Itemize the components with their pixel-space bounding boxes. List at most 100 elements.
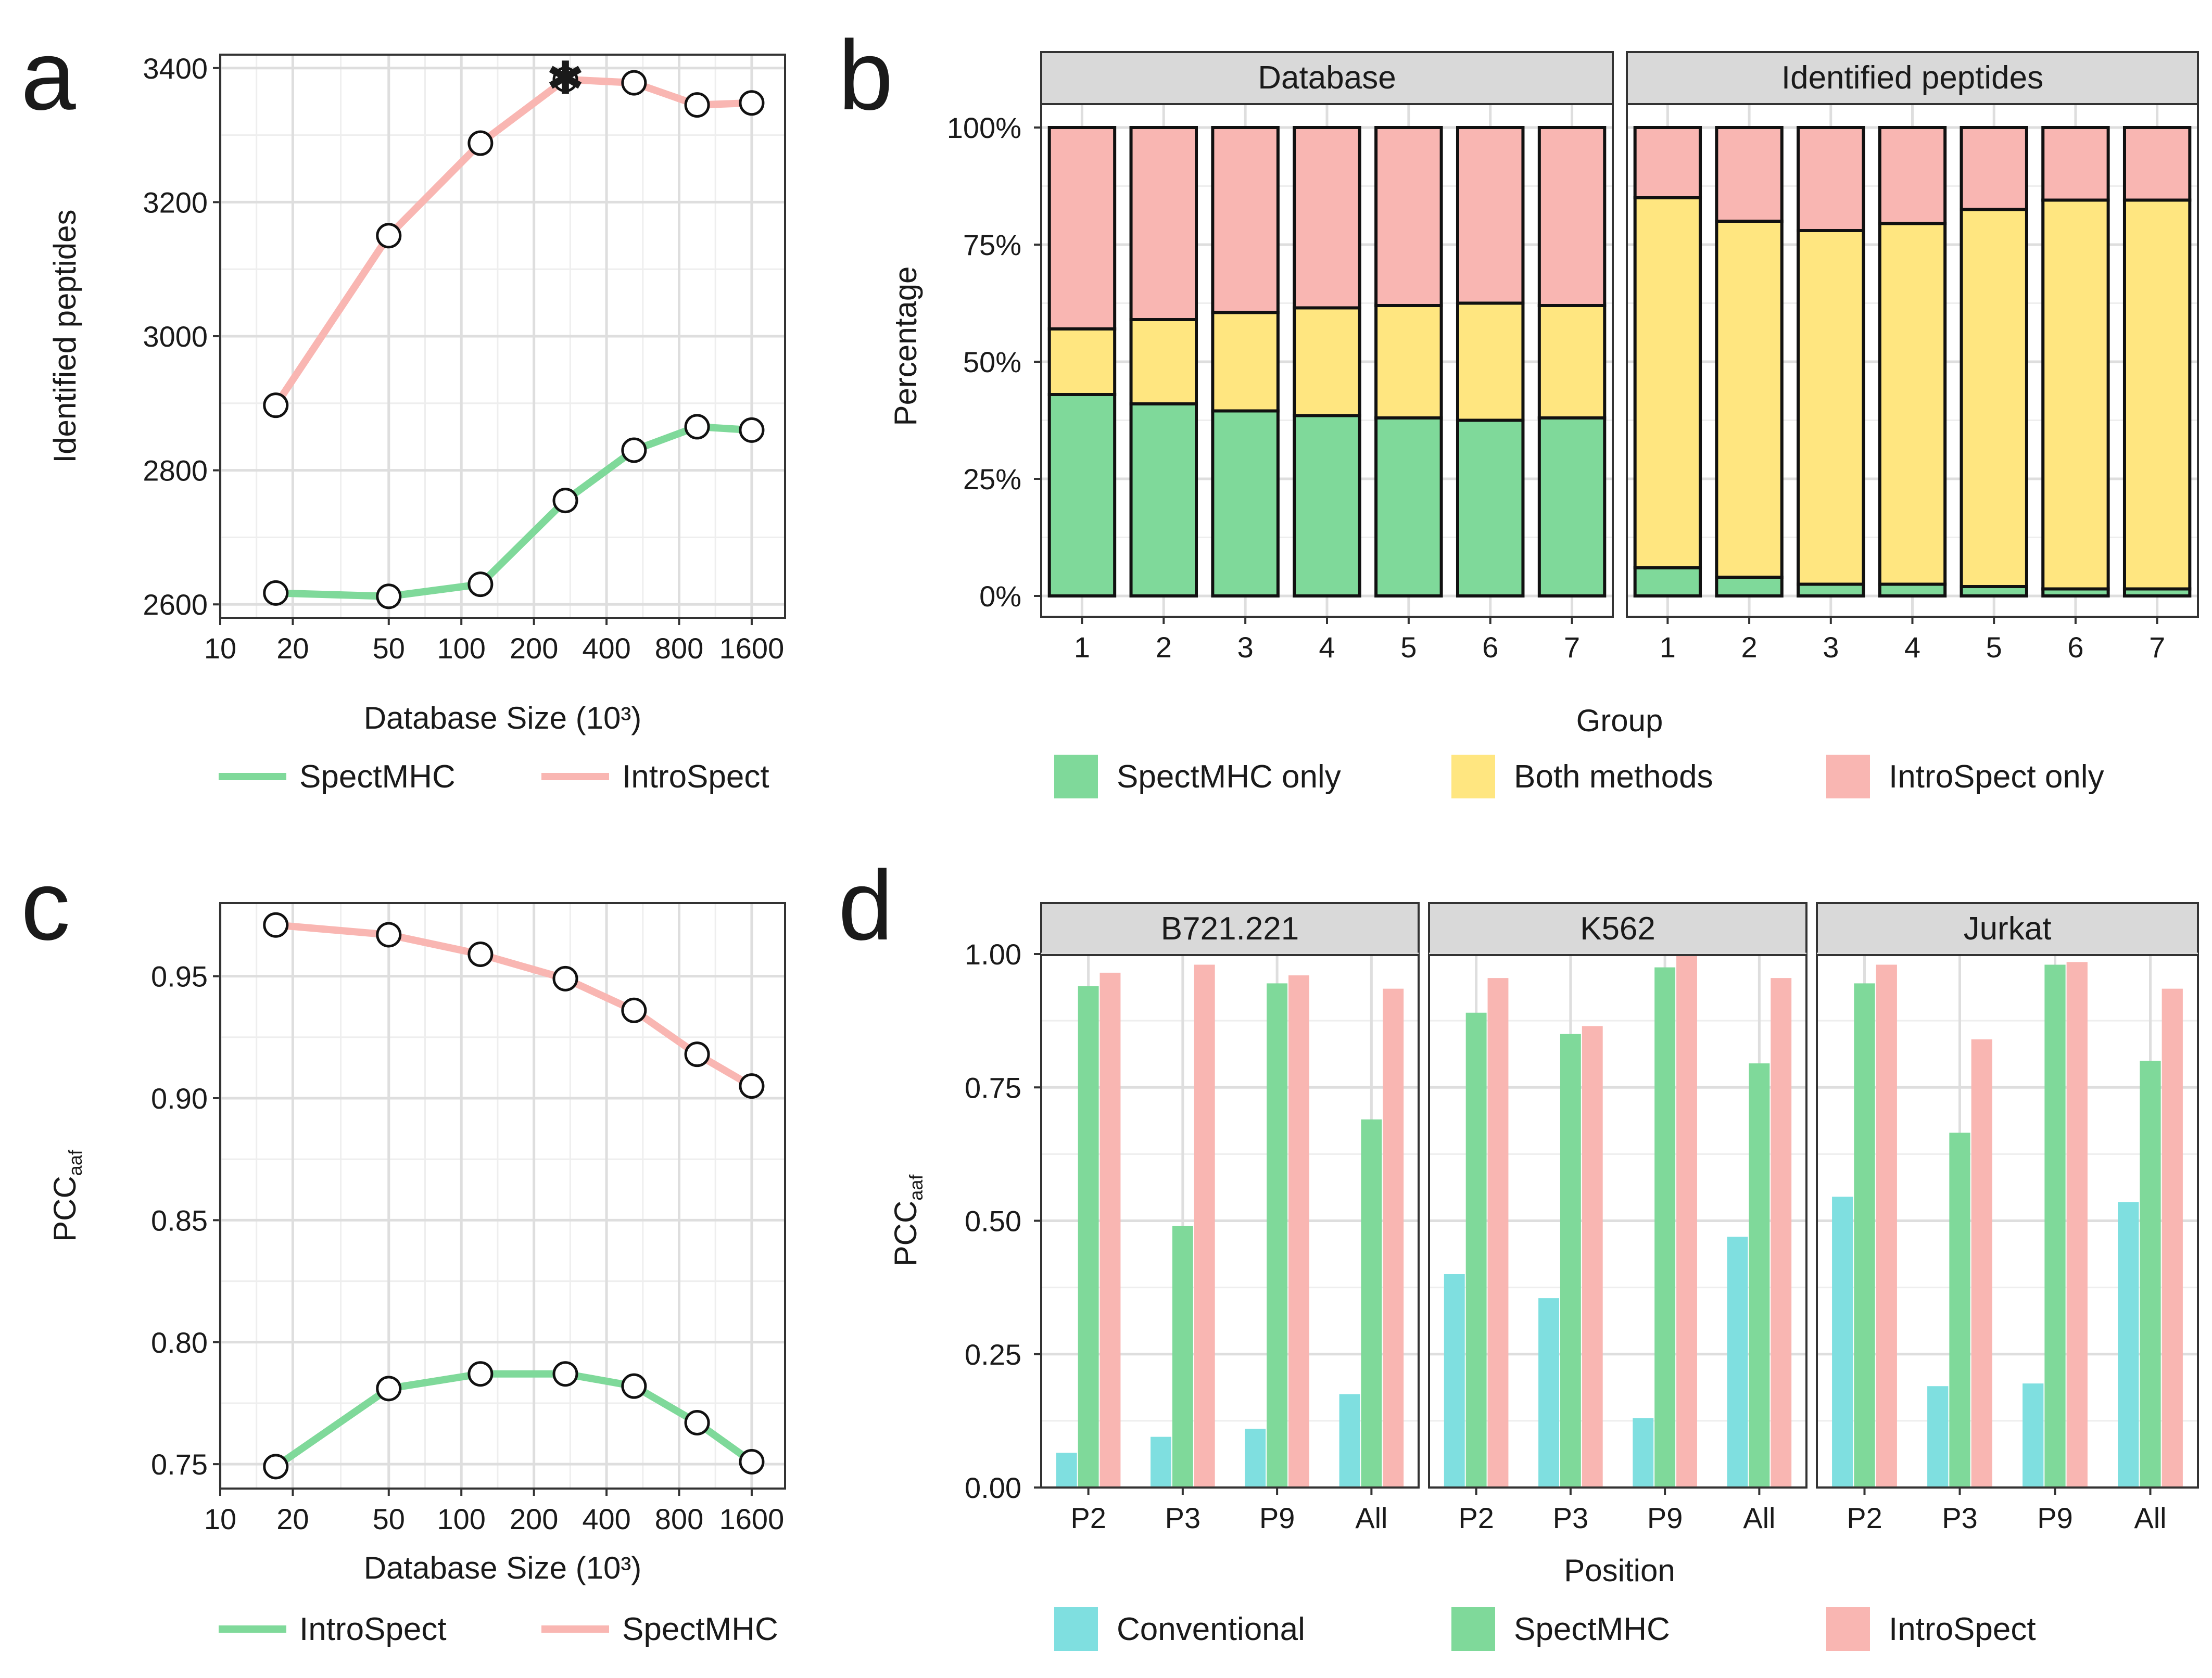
legend-item-introspect-only-label: IntroSpect only bbox=[1889, 759, 2104, 795]
plot-frame bbox=[219, 902, 786, 1490]
x-tick-label: 100 bbox=[437, 632, 485, 665]
x-tick-label: 400 bbox=[582, 632, 630, 665]
bar-segment-both-methods bbox=[1797, 229, 1865, 586]
facet-title: B721.221 bbox=[1161, 911, 1299, 947]
x-tick-label: 7 bbox=[2149, 631, 2165, 664]
x-tick-label: 50 bbox=[373, 632, 405, 665]
data-point-spectmhc bbox=[739, 1073, 765, 1099]
data-point-introspect bbox=[263, 392, 289, 418]
y-tick-label: 0.50 bbox=[965, 1205, 1021, 1238]
facet-frame bbox=[1626, 103, 2199, 618]
bar-conventional bbox=[1832, 1197, 1853, 1488]
x-tick-label: P9 bbox=[1647, 1502, 1683, 1534]
facet-strip bbox=[1428, 902, 1807, 956]
bar-conventional bbox=[1927, 1386, 1949, 1488]
y-tick-label: 3200 bbox=[143, 186, 208, 219]
legend-item-introspect-only-key bbox=[1826, 755, 1870, 798]
facet-frame bbox=[1040, 103, 1614, 618]
bar-segment-spectmhc-only bbox=[1211, 409, 1280, 598]
bar-segment-both-methods bbox=[1878, 222, 1947, 586]
bar-segment-both-methods bbox=[1293, 306, 1361, 417]
legend-item-conventional-label: Conventional bbox=[1117, 1611, 1305, 1647]
bar-segment-introspect-only bbox=[1797, 126, 1865, 232]
y-tick-label: 0.95 bbox=[151, 960, 208, 993]
bar-introspect bbox=[1876, 964, 1897, 1488]
facet-strip bbox=[1040, 902, 1420, 956]
bar-segment-introspect-only bbox=[1456, 126, 1525, 305]
bar-introspect bbox=[1971, 1039, 1992, 1488]
significance-star: ✱ bbox=[546, 53, 585, 104]
x-tick-label: 1600 bbox=[719, 1503, 785, 1535]
bar-segment-introspect-only bbox=[2122, 126, 2192, 202]
x-tick-label: 10 bbox=[204, 1503, 236, 1535]
x-tick-label: P2 bbox=[1847, 1502, 1882, 1534]
y-tick-label: 0.75 bbox=[965, 1071, 1021, 1104]
bar-spectmhc bbox=[1361, 1119, 1382, 1488]
legend-item-both-methods-key bbox=[1451, 755, 1495, 798]
legend-item-spectmhc-label: SpectMHC bbox=[299, 759, 456, 795]
x-tick-label: 1600 bbox=[719, 632, 785, 665]
bar-segment-introspect-only bbox=[1047, 126, 1117, 330]
facet-title: K562 bbox=[1580, 911, 1655, 947]
y-tick-label: 0.80 bbox=[151, 1326, 208, 1359]
y-tick-label: 100% bbox=[947, 111, 1021, 144]
plot-frame bbox=[219, 54, 786, 619]
bar-segment-spectmhc-only bbox=[1456, 418, 1525, 598]
x-tick-label: All bbox=[2134, 1502, 2166, 1534]
data-point-introspect bbox=[684, 92, 710, 118]
x-tick-label: 3 bbox=[1237, 631, 1254, 664]
bar-conventional bbox=[1633, 1418, 1654, 1488]
x-tick-label: P2 bbox=[1458, 1502, 1494, 1534]
bar-segment-introspect-only bbox=[2041, 126, 2110, 202]
x-tick-label: 4 bbox=[1319, 631, 1335, 664]
x-tick-label: 50 bbox=[373, 1503, 405, 1535]
x-tick-label: 200 bbox=[510, 632, 558, 665]
data-point-introspect bbox=[467, 1361, 494, 1387]
data-point-introspect bbox=[376, 223, 402, 249]
bar-segment-spectmhc-only bbox=[1537, 416, 1607, 598]
facet-strip bbox=[1626, 51, 2199, 105]
x-tick-label: P9 bbox=[2037, 1502, 2073, 1534]
bar-segment-both-methods bbox=[1537, 304, 1607, 420]
y-axis-title: Percentage bbox=[888, 266, 923, 426]
x-tick-label: 2 bbox=[1741, 631, 1757, 664]
data-point-spectmhc bbox=[467, 571, 494, 598]
bar-introspect bbox=[1676, 954, 1697, 1488]
bar-segment-spectmhc-only bbox=[1047, 393, 1117, 598]
bar-segment-both-methods bbox=[2122, 198, 2192, 591]
bar-segment-both-methods bbox=[1456, 301, 1525, 422]
data-point-spectmhc bbox=[552, 965, 578, 991]
x-tick-label: 6 bbox=[1482, 631, 1498, 664]
bar-introspect bbox=[2066, 962, 2088, 1488]
bar-introspect bbox=[1582, 1026, 1603, 1488]
bar-segment-spectmhc-only bbox=[1633, 566, 1702, 598]
data-point-spectmhc bbox=[376, 583, 402, 609]
bar-segment-both-methods bbox=[1715, 220, 1784, 579]
bar-segment-spectmhc-only bbox=[1715, 576, 1784, 598]
data-point-spectmhc bbox=[263, 580, 289, 606]
legend-item-both-methods-label: Both methods bbox=[1514, 759, 1713, 795]
legend-item-introspect-label: IntroSpect bbox=[622, 759, 769, 795]
bar-conventional bbox=[1444, 1274, 1465, 1488]
x-tick-label: 800 bbox=[655, 1503, 703, 1535]
bar-segment-introspect-only bbox=[1211, 126, 1280, 314]
legend-item-spectmhc-only-label: SpectMHC only bbox=[1117, 759, 1341, 795]
x-tick-label: 800 bbox=[655, 632, 703, 665]
y-axis-title-subscript: aaf bbox=[905, 1174, 927, 1201]
y-tick-label: 50% bbox=[963, 346, 1021, 378]
x-axis-title: Position bbox=[1564, 1553, 1675, 1588]
bar-conventional bbox=[1245, 1429, 1266, 1488]
bar-introspect bbox=[1383, 988, 1404, 1488]
bar-segment-both-methods bbox=[1211, 311, 1280, 413]
x-tick-label: 20 bbox=[276, 1503, 309, 1535]
y-tick-label: 0.90 bbox=[151, 1082, 208, 1115]
legend-item-spectmhc-label: SpectMHC bbox=[622, 1611, 778, 1647]
panel-letter-b: b bbox=[838, 20, 893, 131]
data-point-introspect bbox=[552, 1361, 578, 1387]
x-tick-label: 400 bbox=[582, 1503, 630, 1535]
data-point-spectmhc bbox=[739, 417, 765, 443]
x-tick-label: P3 bbox=[1942, 1502, 1978, 1534]
bar-segment-spectmhc-only bbox=[1293, 414, 1361, 598]
bar-spectmhc bbox=[1465, 1012, 1487, 1488]
y-axis-title: PCCaaf bbox=[888, 1174, 927, 1267]
